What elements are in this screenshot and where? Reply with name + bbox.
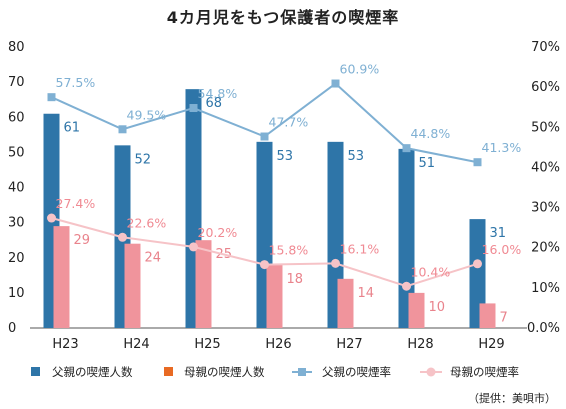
father-smoker-count-label: 51 xyxy=(419,156,436,171)
right-axis-tick-label: 50% xyxy=(531,120,560,135)
mother-smoker-count-bar xyxy=(337,278,354,328)
left-axis-tick-label: 50 xyxy=(8,145,25,160)
right-axis-tick-label: 20% xyxy=(531,241,560,256)
father-smoking-rate-label: 57.5% xyxy=(56,75,96,90)
chart-title: 4カ月児をもつ保護者の喫煙率 xyxy=(166,8,400,27)
mother-smoker-count-label: 10 xyxy=(429,300,446,315)
mother-smoker-count-bar xyxy=(124,243,141,328)
mother-smoker-count-label: 24 xyxy=(145,251,162,266)
father-smoker-count-label: 31 xyxy=(490,226,507,241)
mother-smoking-rate-label: 27.4% xyxy=(56,196,96,211)
mother-smoking-rate-label: 20.2% xyxy=(198,225,238,240)
mother-smoker-count-label: 14 xyxy=(358,286,375,301)
right-axis-tick-label: 60% xyxy=(531,80,560,95)
mother-smoker-count-bar xyxy=(408,292,425,328)
father-smoking-rate-label: 49.5% xyxy=(127,107,167,122)
legend-swatch-mother-count xyxy=(164,367,173,376)
left-axis-tick-label: 30 xyxy=(8,216,25,231)
mother-smoking-rate-label: 16.1% xyxy=(340,241,380,256)
source-note: （提供：美唄市） xyxy=(468,392,556,405)
right-axis-tick-label: 40% xyxy=(531,160,560,175)
father-smoking-rate-label: 47.7% xyxy=(269,115,309,130)
mother-smoker-count-bar xyxy=(195,240,212,328)
mother-smoking-rate-label: 16.0% xyxy=(482,242,522,257)
legend-swatch-father-rate-marker xyxy=(298,368,306,376)
x-axis-category-label: H24 xyxy=(123,337,149,352)
mother-smoking-rate-point xyxy=(118,232,127,242)
right-axis-tick-label: 70% xyxy=(531,40,560,55)
mother-smoking-rate-point xyxy=(331,258,340,268)
left-axis-tick-label: 40 xyxy=(8,181,25,196)
father-smoking-rate-label: 54.8% xyxy=(198,86,238,101)
father-smoker-count-label: 52 xyxy=(135,152,152,167)
mother-smoking-rate-label: 15.8% xyxy=(269,243,309,258)
legend-label-mother-rate: 母親の喫煙率 xyxy=(450,365,519,379)
father-smoker-count-label: 68 xyxy=(206,96,223,111)
mother-smoker-count-bar xyxy=(479,303,496,328)
father-smoking-rate-point xyxy=(260,132,269,141)
x-axis-category-label: H28 xyxy=(407,337,433,352)
left-axis-tick-label: 0 xyxy=(8,321,16,336)
father-smoking-rate-point xyxy=(402,144,411,153)
mother-smoking-rate-point xyxy=(47,213,56,223)
father-smoker-count-label: 61 xyxy=(64,121,81,136)
father-smoker-count-label: 53 xyxy=(277,149,294,164)
mother-smoking-rate-label: 10.4% xyxy=(411,264,451,279)
right-axis-tick-label: 30% xyxy=(531,201,560,216)
left-axis-tick-label: 60 xyxy=(8,110,25,125)
mother-smoker-count-label: 18 xyxy=(287,272,304,287)
right-axis-tick-label: 0.0% xyxy=(527,321,560,336)
left-axis-tick-label: 20 xyxy=(8,251,25,266)
father-smoker-count-bar xyxy=(398,148,415,328)
father-smoking-rate-point xyxy=(47,93,56,102)
left-axis-tick-label: 10 xyxy=(8,286,25,301)
left-axis-tick-label: 80 xyxy=(8,40,25,55)
mother-smoker-count-label: 29 xyxy=(74,233,91,248)
father-smoker-count-bar xyxy=(469,219,486,328)
mother-smoking-rate-point xyxy=(260,260,269,270)
father-smoking-rate-point xyxy=(189,104,198,113)
legend-label-mother-count: 母親の喫煙人数 xyxy=(184,365,265,379)
mother-smoking-rate-point xyxy=(473,259,482,269)
x-axis-category-label: H26 xyxy=(265,337,291,352)
legend-swatch-mother-rate-marker xyxy=(426,367,436,377)
father-smoking-rate-label: 60.9% xyxy=(340,62,380,77)
father-smoker-count-label: 53 xyxy=(348,149,365,164)
legend-label-father-count: 父親の喫煙人数 xyxy=(52,365,133,379)
mother-smoker-count-bar xyxy=(53,226,70,328)
mother-smoking-rate-point xyxy=(189,242,198,252)
father-smoking-rate-label: 41.3% xyxy=(482,140,522,155)
x-axis-category-label: H29 xyxy=(478,337,504,352)
left-axis-tick-label: 70 xyxy=(8,75,25,90)
right-axis-tick-label: 10% xyxy=(531,281,560,296)
mother-smoker-count-bar xyxy=(266,264,283,328)
x-axis-category-label: H23 xyxy=(52,337,78,352)
x-axis-category-label: H25 xyxy=(194,337,220,352)
mother-smoking-rate-label: 22.6% xyxy=(127,215,167,230)
legend-swatch-father-count xyxy=(31,367,40,376)
mother-smoking-rate-point xyxy=(402,281,411,291)
father-smoking-rate-point xyxy=(118,125,127,134)
x-axis-category-label: H27 xyxy=(336,337,362,352)
father-smoking-rate-point xyxy=(331,79,340,88)
father-smoking-rate-label: 44.8% xyxy=(411,126,451,141)
mother-smoker-count-label: 7 xyxy=(500,310,508,325)
father-smoking-rate-point xyxy=(473,158,482,167)
legend-label-father-rate: 父親の喫煙率 xyxy=(322,365,391,379)
